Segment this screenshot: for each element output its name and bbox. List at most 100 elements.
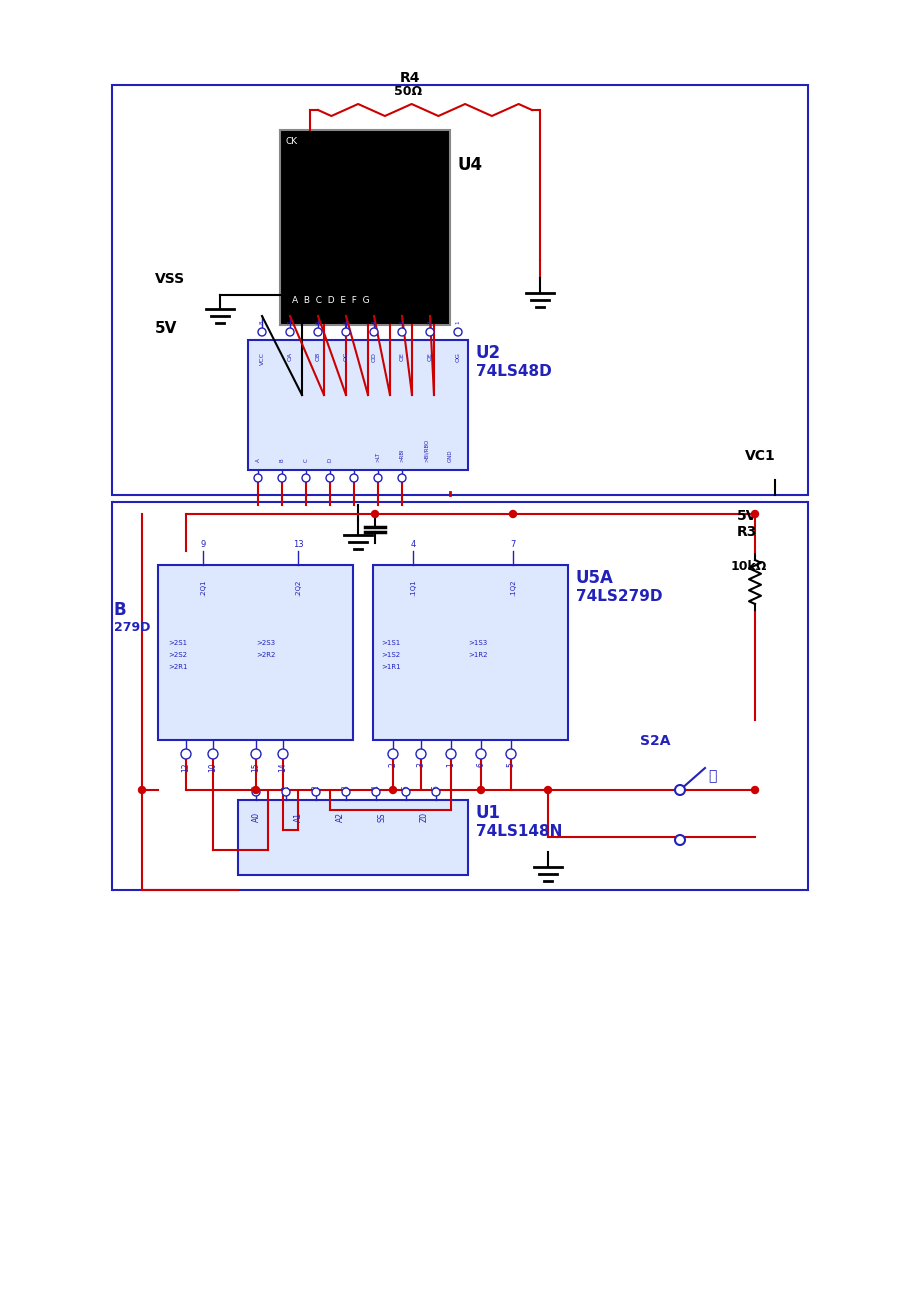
Text: S2A: S2A [640,734,670,749]
Text: Z0: Z0 [419,812,428,822]
Text: .1Q2: .1Q2 [509,579,516,596]
Text: 2: 2 [388,762,397,767]
Circle shape [252,786,259,793]
Circle shape [453,328,461,336]
Bar [158,565,353,740]
Text: 2: 2 [427,320,432,324]
Text: U1: U1 [475,805,501,822]
Text: 6: 6 [431,785,440,790]
Text: A1: A1 [293,812,302,822]
Circle shape [139,786,145,793]
Text: 74LS48D: 74LS48D [475,365,551,379]
Text: 10kΩ: 10kΩ [731,560,766,573]
Circle shape [675,785,685,796]
Circle shape [425,328,434,336]
Text: .2Q2: .2Q2 [295,579,301,596]
Circle shape [342,788,349,796]
Text: 74LS148N: 74LS148N [475,824,562,838]
Circle shape [374,474,381,482]
Circle shape [369,328,378,336]
Circle shape [301,474,310,482]
Text: >RBI: >RBI [399,448,404,462]
Text: 7: 7 [510,540,516,549]
Text: 10: 10 [209,762,217,772]
Circle shape [371,788,380,796]
Circle shape [312,788,320,796]
Bar [112,85,807,495]
Text: 5: 5 [506,762,515,767]
Text: .2Q1: .2Q1 [199,579,206,596]
Text: 12: 12 [181,762,190,772]
Circle shape [181,749,191,759]
Bar [372,565,567,740]
Text: 5V: 5V [736,509,756,523]
Text: >1S3: >1S3 [468,641,487,646]
Text: >2R2: >2R2 [255,652,275,658]
Text: VCC: VCC [259,352,265,365]
Text: 3: 3 [416,762,425,767]
Circle shape [675,835,685,845]
Circle shape [278,474,286,482]
Text: A: A [255,458,260,462]
Text: B: B [114,602,127,618]
Text: >2S2: >2S2 [168,652,187,658]
Circle shape [389,786,396,793]
Text: >2S1: >2S1 [168,641,187,646]
Text: U4: U4 [458,156,482,174]
Text: OE: OE [427,352,432,361]
Text: .1Q1: .1Q1 [410,579,415,596]
Text: U2: U2 [475,344,501,362]
Circle shape [325,474,334,482]
Text: 15: 15 [251,762,260,772]
Text: 9: 9 [251,785,260,790]
Text: 279D: 279D [114,621,150,634]
Text: >1S1: >1S1 [380,641,400,646]
Text: 5: 5 [343,320,348,324]
Text: 3: 3 [341,785,350,790]
Circle shape [349,474,357,482]
Circle shape [751,510,757,517]
Circle shape [398,328,405,336]
Circle shape [252,788,260,796]
Text: 5: 5 [401,785,410,790]
Text: >2S3: >2S3 [255,641,275,646]
Text: SS: SS [377,812,386,822]
Text: OG: OG [455,352,460,362]
Text: 14: 14 [278,762,287,772]
Text: 4: 4 [371,320,376,324]
Circle shape [446,749,456,759]
Circle shape [282,788,289,796]
Text: B: B [279,458,284,462]
Text: 5V: 5V [154,322,177,336]
Text: 3: 3 [399,320,404,324]
Circle shape [342,328,349,336]
Circle shape [544,786,550,793]
Text: >BI/RBO: >BI/RBO [423,439,428,462]
Circle shape [751,786,757,793]
Circle shape [505,749,516,759]
Circle shape [278,749,288,759]
Text: 6: 6 [476,762,485,767]
Text: OE: OE [399,352,404,361]
Circle shape [415,749,425,759]
Text: 2: 2 [312,785,320,790]
Text: 1: 1 [446,762,455,767]
Text: C: C [303,458,308,462]
Circle shape [509,510,516,517]
Text: OC: OC [343,352,348,362]
Text: 4: 4 [410,540,415,549]
Text: VC1: VC1 [744,449,775,464]
Circle shape [371,510,378,517]
Circle shape [208,749,218,759]
Text: D: D [327,458,332,462]
Circle shape [432,788,439,796]
Circle shape [251,749,261,759]
Circle shape [313,328,322,336]
Text: A0: A0 [251,812,260,822]
Circle shape [475,749,485,759]
Circle shape [286,328,294,336]
Text: 9: 9 [200,540,206,549]
Text: OA: OA [287,352,292,361]
Text: A  B  C  D  E  F  G: A B C D E F G [291,296,369,305]
Text: 8: 8 [259,320,265,324]
